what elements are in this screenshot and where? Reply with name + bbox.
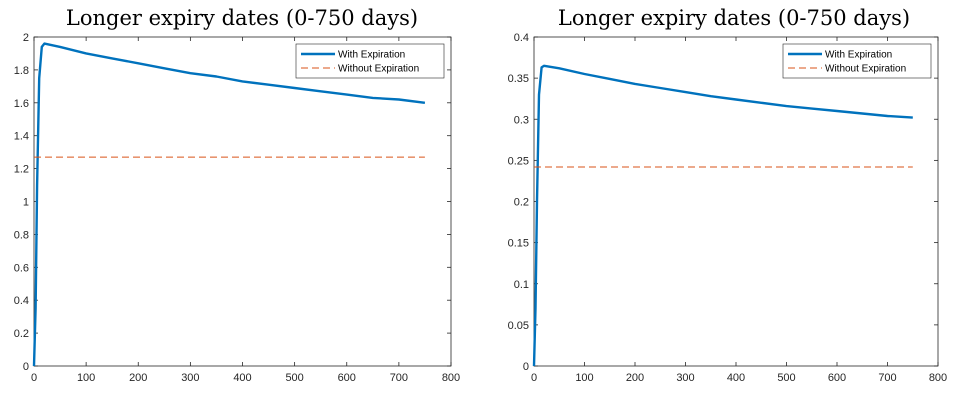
y-tick-label: 1.6 xyxy=(14,98,29,110)
x-tick-label: 300 xyxy=(676,372,694,384)
x-tick-label: 600 xyxy=(338,372,356,384)
legend-label: Without Expiration xyxy=(825,64,906,75)
series-line-with-expiration xyxy=(32,42,426,367)
legend-label: Without Expiration xyxy=(338,64,419,75)
x-tick-label: 600 xyxy=(828,372,846,384)
x-tick-label: 700 xyxy=(878,372,896,384)
y-tick-label: 0.3 xyxy=(514,114,529,126)
legend: With Expiration Without Expiration xyxy=(295,43,445,79)
legend-label: With Expiration xyxy=(338,50,405,61)
x-tick-label: 500 xyxy=(285,372,303,384)
chart-panel-left: Longer expiry dates (0-750 days) 0 100 200 3… xyxy=(0,0,476,392)
legend-label: With Expiration xyxy=(825,50,892,61)
x-tick-label: 0 xyxy=(531,372,537,384)
chart-title: Longer expiry dates (0-750 days) xyxy=(66,6,418,30)
y-tick-label: 0.6 xyxy=(14,262,29,274)
y-tick-label: 0.1 xyxy=(514,279,529,291)
x-tick-label: 200 xyxy=(626,372,644,384)
y-tick-label: 0.8 xyxy=(14,229,29,241)
y-tick-label: 0.05 xyxy=(508,320,529,332)
plot-area xyxy=(533,36,939,367)
x-tick-label: 200 xyxy=(129,372,147,384)
chart-left: Longer expiry dates (0-750 days) 0 100 200 3… xyxy=(14,6,460,384)
y-tick-label: 0.2 xyxy=(14,328,29,340)
y-tick-label: 0.4 xyxy=(14,295,29,307)
y-tick-label: 1 xyxy=(23,197,29,209)
legend: With Expiration Without Expiration xyxy=(782,43,932,79)
chart-title: Longer expiry dates (0-750 days) xyxy=(558,6,910,30)
y-tick-label: 0.35 xyxy=(508,73,529,85)
series-line-with-expiration xyxy=(532,64,913,367)
legend-box xyxy=(295,43,445,79)
chart-right: Longer expiry dates (0-750 days) 0 100 200 3… xyxy=(508,6,948,384)
plot-area xyxy=(33,36,452,367)
x-tick-label: 500 xyxy=(777,372,795,384)
y-tick-label: 1.2 xyxy=(14,164,29,176)
x-tick-label: 100 xyxy=(77,372,95,384)
y-tick-label: 0.4 xyxy=(514,32,529,44)
y-tick-label: 0.2 xyxy=(514,197,529,209)
y-tick-label: 1.4 xyxy=(14,131,29,143)
y-tick-label: 0 xyxy=(23,361,29,373)
x-tick-label: 100 xyxy=(575,372,593,384)
legend-box xyxy=(782,43,932,79)
x-tick-label: 700 xyxy=(390,372,408,384)
y-tick-label: 1.8 xyxy=(14,65,29,77)
x-tick-label: 800 xyxy=(442,372,460,384)
x-tick-label: 0 xyxy=(31,372,37,384)
y-tick-label: 0 xyxy=(523,361,529,373)
x-tick-label: 400 xyxy=(233,372,251,384)
x-tick-label: 400 xyxy=(727,372,745,384)
chart-panel-right: Longer expiry dates (0-750 days) 0 100 200 3… xyxy=(476,0,953,392)
x-tick-label: 800 xyxy=(929,372,947,384)
y-tick-label: 0.25 xyxy=(508,155,529,167)
y-tick-label: 0.15 xyxy=(508,238,529,250)
x-tick-label: 300 xyxy=(181,372,199,384)
y-tick-label: 2 xyxy=(23,32,29,44)
